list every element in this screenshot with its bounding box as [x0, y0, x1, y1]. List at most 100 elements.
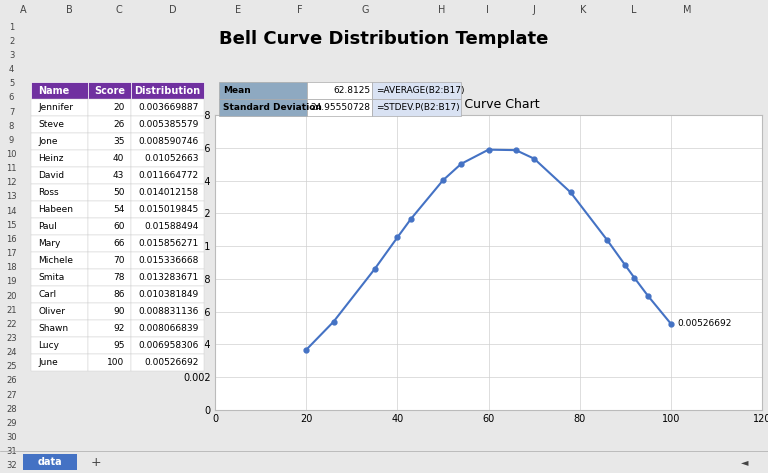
Text: 35: 35 [113, 137, 124, 146]
Text: Standard Deviation: Standard Deviation [223, 103, 322, 112]
Text: 92: 92 [113, 324, 124, 333]
Text: 27: 27 [6, 391, 17, 400]
Text: 43: 43 [113, 171, 124, 180]
Text: 12: 12 [6, 178, 17, 187]
Text: I: I [486, 5, 489, 15]
Text: =AVERAGE(B2:B17): =AVERAGE(B2:B17) [376, 86, 465, 95]
Title: Bell Curve Chart: Bell Curve Chart [437, 98, 540, 111]
Text: Smita: Smita [38, 273, 65, 282]
Text: 14: 14 [6, 207, 17, 216]
Text: 15: 15 [6, 221, 17, 230]
Text: 26: 26 [6, 377, 17, 385]
Text: 0.015336668: 0.015336668 [138, 256, 199, 265]
Text: 24.95550728: 24.95550728 [310, 103, 370, 112]
Text: Distribution: Distribution [134, 86, 200, 96]
Text: 32: 32 [6, 462, 17, 471]
Text: 30: 30 [6, 433, 17, 442]
Text: Mary: Mary [38, 239, 61, 248]
Text: Name: Name [38, 86, 70, 96]
Text: Heinz: Heinz [38, 154, 64, 163]
Text: Steve: Steve [38, 120, 65, 129]
Text: C: C [116, 5, 122, 15]
Text: 86: 86 [113, 290, 124, 299]
Text: 18: 18 [6, 263, 17, 272]
Text: D: D [169, 5, 177, 15]
Text: +: + [91, 455, 101, 468]
Text: 0.010381849: 0.010381849 [139, 290, 199, 299]
Text: 100: 100 [108, 358, 124, 367]
Text: Ross: Ross [38, 188, 59, 197]
Text: K: K [581, 5, 587, 15]
Text: 0.006958306: 0.006958306 [138, 341, 199, 350]
Text: Michele: Michele [38, 256, 74, 265]
Text: 11: 11 [6, 164, 17, 173]
Text: 0.00526692: 0.00526692 [677, 319, 732, 328]
Text: Jone: Jone [38, 137, 58, 146]
Text: 0.011664772: 0.011664772 [139, 171, 199, 180]
Text: 1: 1 [9, 23, 14, 32]
Text: 0.003669887: 0.003669887 [138, 103, 199, 112]
Text: 50: 50 [113, 188, 124, 197]
Text: Paul: Paul [38, 222, 58, 231]
Text: 23: 23 [6, 334, 17, 343]
Text: 28: 28 [6, 405, 17, 414]
Text: 6: 6 [9, 93, 14, 102]
Text: =STDEV.P(B2:B17): =STDEV.P(B2:B17) [376, 103, 460, 112]
Text: H: H [438, 5, 445, 15]
Text: 3: 3 [9, 51, 14, 60]
Text: 17: 17 [6, 249, 17, 258]
Text: David: David [38, 171, 65, 180]
Text: 24: 24 [6, 348, 17, 357]
Text: 0.01588494: 0.01588494 [144, 222, 199, 231]
Text: 60: 60 [113, 222, 124, 231]
Text: Carl: Carl [38, 290, 57, 299]
Text: 5: 5 [9, 79, 14, 88]
Text: 0.015019845: 0.015019845 [139, 205, 199, 214]
Text: 0.01052663: 0.01052663 [144, 154, 199, 163]
Text: B: B [66, 5, 72, 15]
Text: 0.008590746: 0.008590746 [139, 137, 199, 146]
Text: F: F [296, 5, 303, 15]
Text: 9: 9 [9, 136, 14, 145]
Text: 13: 13 [6, 193, 17, 201]
Text: 0.008066839: 0.008066839 [138, 324, 199, 333]
Text: 78: 78 [113, 273, 124, 282]
Text: 10: 10 [6, 150, 17, 159]
Text: A: A [20, 5, 26, 15]
Text: 0.008831136: 0.008831136 [138, 307, 199, 316]
Text: 0.005385579: 0.005385579 [138, 120, 199, 129]
Text: 95: 95 [113, 341, 124, 350]
Text: Oliver: Oliver [38, 307, 65, 316]
Text: 8: 8 [9, 122, 14, 131]
Text: 70: 70 [113, 256, 124, 265]
Text: 54: 54 [113, 205, 124, 214]
Text: 66: 66 [113, 239, 124, 248]
Text: G: G [361, 5, 369, 15]
Text: Score: Score [94, 86, 125, 96]
Text: 29: 29 [6, 419, 17, 428]
Text: June: June [38, 358, 58, 367]
Text: 20: 20 [6, 291, 17, 300]
Text: Bell Curve Distribution Template: Bell Curve Distribution Template [220, 30, 548, 48]
Text: 16: 16 [6, 235, 17, 244]
Text: 62.8125: 62.8125 [333, 86, 370, 95]
Text: M: M [683, 5, 692, 15]
Text: 40: 40 [113, 154, 124, 163]
Text: data: data [38, 457, 62, 467]
Text: 21: 21 [6, 306, 17, 315]
Text: ◄: ◄ [741, 457, 749, 467]
Text: 19: 19 [6, 277, 17, 286]
Text: 0.013283671: 0.013283671 [139, 273, 199, 282]
Text: L: L [631, 5, 637, 15]
Text: 26: 26 [113, 120, 124, 129]
Text: 7: 7 [9, 107, 14, 116]
Text: 4: 4 [9, 65, 14, 74]
Text: Lucy: Lucy [38, 341, 59, 350]
Text: 0.015856271: 0.015856271 [139, 239, 199, 248]
Text: 20: 20 [113, 103, 124, 112]
Text: 25: 25 [6, 362, 17, 371]
Text: 90: 90 [113, 307, 124, 316]
Text: 2: 2 [9, 37, 14, 46]
Text: 0.00526692: 0.00526692 [144, 358, 199, 367]
FancyBboxPatch shape [23, 454, 77, 470]
